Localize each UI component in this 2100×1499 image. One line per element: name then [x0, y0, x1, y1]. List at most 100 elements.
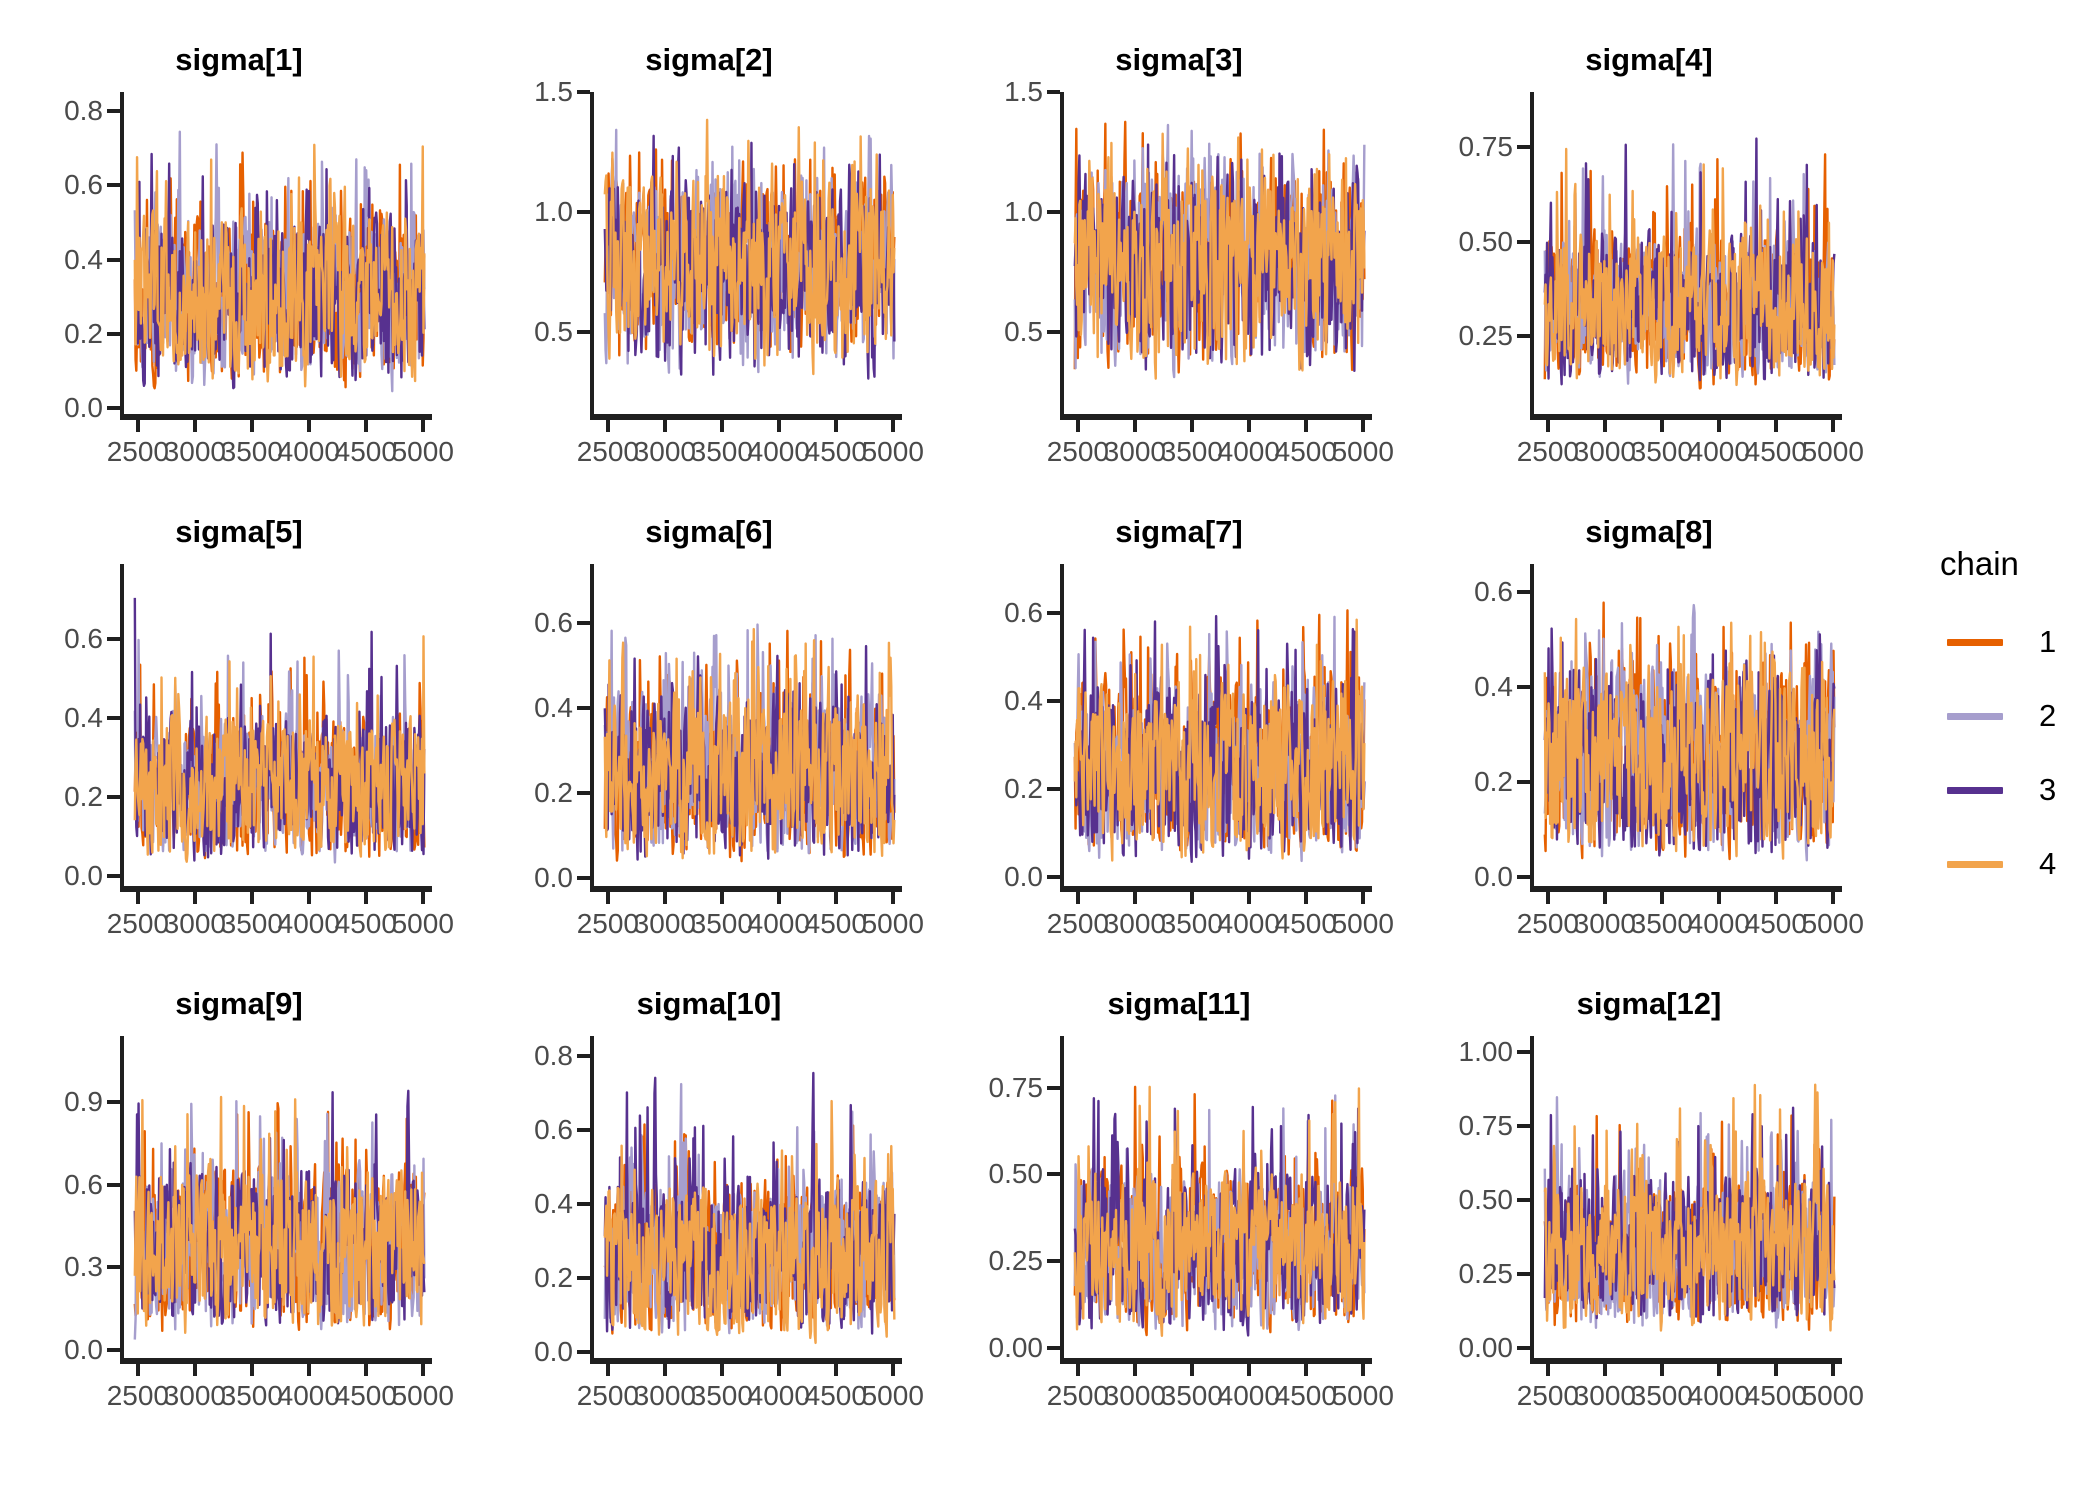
- panel-canvas: 0.0 0.2 0.4 0.6 2500 3000 3500 4000 4500 5000: [64, 564, 454, 939]
- y-tick-label: 0.4: [64, 702, 103, 734]
- y-tick-label: 0.9: [64, 1086, 103, 1118]
- y-tick-label: 0.3: [64, 1251, 103, 1283]
- y-tick: [1517, 239, 1530, 244]
- trace-line-chain-4: [1073, 132, 1366, 380]
- x-tick: [1075, 1364, 1080, 1376]
- x-tick-label: 4500: [1274, 908, 1337, 939]
- y-tick-label: 0.2: [534, 1262, 573, 1294]
- panel-title: sigma[11]: [1107, 986, 1251, 1021]
- y-tick: [577, 1202, 590, 1207]
- panel-canvas: 0.25 0.50 0.75 2500 3000 3500 4000 4500 5000: [1459, 92, 1864, 467]
- x-tick-label: 4500: [1744, 1380, 1807, 1411]
- y-tick-label: 0.8: [534, 1040, 573, 1072]
- x-tick: [605, 892, 610, 904]
- x-tick: [1830, 892, 1835, 904]
- y-tick-label: 0.0: [64, 1333, 103, 1365]
- x-tick: [363, 1364, 368, 1376]
- y-axis-line: [1530, 92, 1534, 420]
- x-axis-line: [590, 414, 902, 420]
- x-tick: [306, 420, 311, 432]
- x-tick: [1246, 420, 1251, 432]
- y-tick-label: 0.0: [1474, 860, 1513, 892]
- x-tick-label: 2500: [1046, 908, 1110, 939]
- trace-panel-sigma-6: sigma[6] 0.0 0.2 0.4 0.6 2500 3000 3500 4000 450…: [480, 500, 950, 939]
- x-tick: [192, 892, 197, 904]
- trace-lines: [603, 118, 896, 380]
- x-tick-label: 4000: [277, 436, 340, 467]
- y-tick: [577, 1276, 590, 1281]
- trace-line-chain-4: [1543, 617, 1836, 860]
- chain-legend: chain 1 2 3 4: [1940, 544, 2056, 882]
- panel-canvas: 0.0 0.2 0.4 0.6 2500 3000 3500 4000 4500 5000: [1474, 564, 1864, 939]
- y-tick: [577, 1128, 590, 1133]
- y-tick: [1517, 1049, 1530, 1054]
- legend-label: 3: [2039, 772, 2057, 807]
- y-tick: [577, 875, 590, 880]
- trace-lines: [1073, 120, 1366, 380]
- x-tick-label: 3000: [1103, 908, 1166, 939]
- x-tick: [1360, 420, 1365, 432]
- x-tick: [420, 892, 425, 904]
- trace-line-chain-4: [603, 118, 896, 376]
- y-tick: [577, 210, 590, 215]
- x-tick-label: 5000: [861, 436, 924, 467]
- x-tick-label: 3000: [1573, 908, 1636, 939]
- x-tick-label: 4000: [277, 1380, 340, 1411]
- trace-lines: [1073, 609, 1366, 863]
- y-tick-label: 0.6: [1474, 576, 1513, 608]
- x-tick: [306, 892, 311, 904]
- plot-area: 0.00 0.25 0.50 0.75 1.00 2500 3000 3500 4000 4500…: [1459, 1036, 1864, 1411]
- panel-canvas: 0.0 0.2 0.4 0.6 0.8 2500 3000 3500 4000 4500 5000: [64, 92, 454, 467]
- x-tick: [662, 1364, 667, 1376]
- panel-title: sigma[1]: [175, 42, 303, 77]
- y-tick: [577, 1054, 590, 1059]
- y-tick: [107, 1100, 120, 1105]
- x-tick: [662, 892, 667, 904]
- legend-line-swatch-chain-2: [1947, 712, 2003, 720]
- y-tick: [1517, 779, 1530, 784]
- y-tick: [1047, 210, 1060, 215]
- y-tick: [1517, 334, 1530, 339]
- x-tick: [1246, 1364, 1251, 1376]
- x-axis-line: [590, 1358, 902, 1364]
- x-tick: [1602, 420, 1607, 432]
- y-tick-label: 0.5: [534, 316, 573, 348]
- y-tick: [1047, 1172, 1060, 1177]
- x-tick: [890, 420, 895, 432]
- y-tick: [1517, 1197, 1530, 1202]
- y-tick: [107, 183, 120, 188]
- x-tick: [363, 420, 368, 432]
- y-tick: [1517, 144, 1530, 149]
- x-tick: [1189, 892, 1194, 904]
- x-tick: [890, 1364, 895, 1376]
- x-axis-line: [1530, 1358, 1842, 1364]
- y-tick-label: 1.5: [1004, 76, 1043, 107]
- trace-panel-sigma-7: sigma[7] 0.0 0.2 0.4 0.6 2500 3000 3500 4000 450…: [950, 500, 1420, 939]
- y-tick: [1047, 1259, 1060, 1264]
- x-tick: [833, 1364, 838, 1376]
- plot-area: 0.5 1.0 1.5 2500 3000 3500 4000 4500 5000: [1004, 76, 1394, 467]
- trace-lines: [603, 623, 896, 863]
- y-tick: [577, 1350, 590, 1355]
- y-tick-label: 0.4: [534, 1188, 573, 1220]
- y-tick-label: 0.50: [1458, 225, 1514, 257]
- y-tick-label: 1.0: [1004, 196, 1043, 228]
- trace-lines: [603, 1071, 896, 1345]
- x-tick: [1773, 420, 1778, 432]
- y-tick-label: 0.8: [64, 94, 103, 126]
- x-tick: [1716, 1364, 1721, 1376]
- y-tick: [107, 257, 120, 262]
- x-tick-label: 4500: [334, 1380, 397, 1411]
- x-tick-label: 4000: [1687, 1380, 1750, 1411]
- x-tick: [1303, 420, 1308, 432]
- x-tick-label: 3000: [1573, 1380, 1636, 1411]
- x-tick-label: 3000: [633, 908, 696, 939]
- x-tick-label: 3500: [220, 436, 283, 467]
- x-tick: [249, 1364, 254, 1376]
- x-tick: [1360, 892, 1365, 904]
- x-tick-label: 5000: [861, 908, 924, 939]
- x-tick: [1773, 892, 1778, 904]
- trace-panel-sigma-3: sigma[3] 0.5 1.0 1.5 2500 3000 3500 4000 4500 50…: [950, 28, 1420, 467]
- x-tick-label: 4000: [747, 1380, 810, 1411]
- x-tick: [776, 892, 781, 904]
